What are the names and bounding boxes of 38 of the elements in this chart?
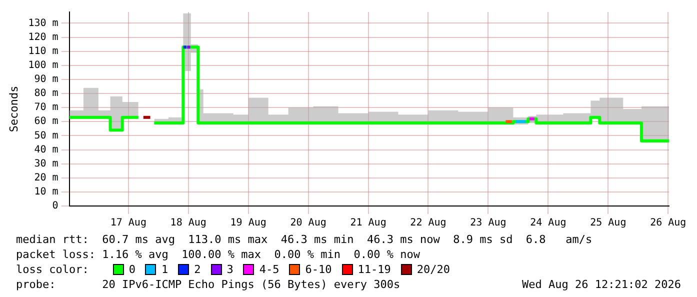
y-tick-label: 80 m	[34, 88, 58, 100]
y-tick-label: 100 m	[28, 60, 58, 72]
x-tick-label: 24 Aug	[530, 218, 566, 229]
legend-label: 2	[194, 262, 201, 277]
y-tick-label: 110 m	[28, 46, 58, 57]
y-tick-label: 0	[52, 200, 58, 212]
x-tick-label: 26 Aug	[650, 218, 686, 229]
legend-label: 3	[226, 262, 234, 277]
x-tick-label: 23 Aug	[470, 218, 506, 229]
x-tick-label: 19 Aug	[230, 218, 266, 229]
x-tick-label: 17 Aug	[110, 218, 146, 229]
x-tick-label: 20 Aug	[290, 218, 326, 229]
x-tick-label: 18 Aug	[170, 218, 206, 229]
y-tick-label: 60 m	[34, 116, 58, 128]
y-tick-label: 40 m	[34, 144, 58, 156]
x-tick-label: 22 Aug	[410, 218, 446, 229]
text: probe: 20 IPv6-ICMP Echo Pings (56 Bytes) every 300s	[16, 277, 400, 292]
x-tick-label: 25 Aug	[590, 218, 626, 229]
y-tick-label: 120 m	[28, 32, 58, 43]
y-tick-label: 130 m	[28, 18, 58, 29]
text: Wed Aug 26 12:21:02 2026	[522, 277, 681, 292]
legend-title: loss color:	[16, 262, 89, 277]
legend-label: 20/20	[416, 262, 450, 277]
legend-label: 11-19	[358, 262, 391, 277]
legend-label: 6-10	[305, 262, 332, 277]
legend-label: 4-5	[259, 262, 280, 277]
y-tick-label: 10 m	[34, 186, 58, 198]
y-tick-label: 90 m	[34, 74, 58, 86]
y-tick-label: 70 m	[34, 102, 58, 114]
y-tick-label: 30 m	[34, 158, 58, 170]
text: median rtt: 60.7 ms avg 113.0 ms max 46.3 ms min 46.3 ms now 8.9 ms sd 6.8 am/s	[16, 232, 594, 247]
text: packet loss: 1.16 % avg 100.00 % max 0.00 % min 0.00 % now	[16, 247, 421, 262]
y-tick-label: 50 m	[34, 130, 58, 142]
x-tick-label: 21 Aug	[350, 218, 386, 229]
legend-label: 1	[161, 262, 168, 277]
y-axis-title: Seconds	[7, 86, 20, 132]
y-tick-label: 20 m	[34, 172, 58, 184]
legend-label: 0	[128, 262, 136, 277]
